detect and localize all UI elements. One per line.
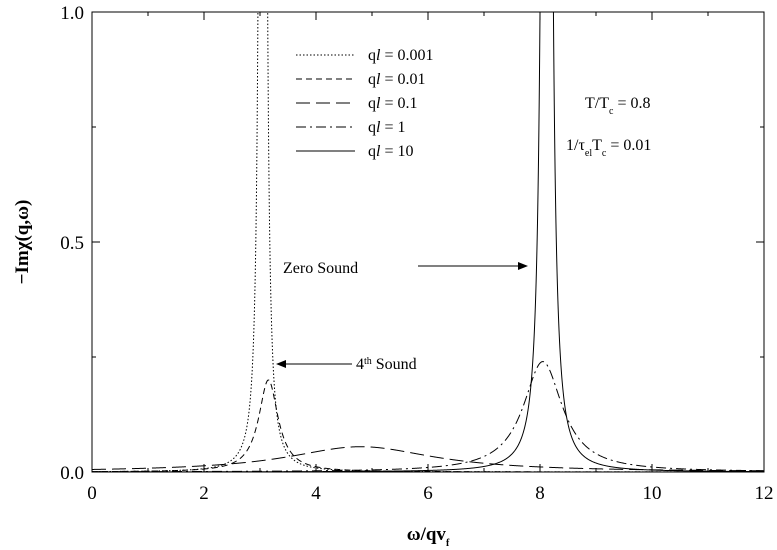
series-line-5 bbox=[92, 12, 764, 472]
x-axis-label: ω/qvf bbox=[407, 524, 450, 549]
zero-sound-label: Zero Sound bbox=[283, 260, 358, 277]
fourth-sound-arrowhead bbox=[276, 360, 286, 368]
tau-annotation: 1/τelTc = 0.01 bbox=[566, 137, 651, 159]
y-tick-label: 0.0 bbox=[60, 463, 84, 484]
x-tick-label: 6 bbox=[423, 483, 433, 504]
axis-ticks: 0 2 4 6 8 10 12 0.0 0.5 1.0 bbox=[60, 3, 773, 504]
series-line-1 bbox=[92, 12, 764, 472]
series-line-2 bbox=[92, 379, 764, 472]
x-tick-label: 2 bbox=[199, 483, 209, 504]
fourth-sound-label: 4th Sound bbox=[356, 356, 417, 374]
legend-label-3: ql = 0.1 bbox=[368, 95, 417, 112]
legend-label-5: ql = 10 bbox=[368, 143, 413, 160]
x-axis-label-sub: f bbox=[446, 538, 450, 549]
y-tick-label: 1.0 bbox=[60, 3, 84, 24]
legend-label-4: ql = 1 bbox=[368, 119, 405, 136]
legend-label-1: ql = 0.001 bbox=[368, 47, 433, 64]
y-axis-label: −Imχ(q,ω) bbox=[12, 200, 33, 285]
temperature-annotation: T/Tc = 0.8 bbox=[585, 95, 650, 117]
x-tick-label: 4 bbox=[311, 483, 321, 504]
x-tick-label: 12 bbox=[755, 483, 774, 504]
zero-sound-arrowhead bbox=[518, 262, 528, 270]
series-line-4 bbox=[92, 361, 764, 472]
x-tick-label: 0 bbox=[87, 483, 97, 504]
legend: ql = 0.001 ql = 0.01 ql = 0.1 ql = 1 ql = 10 bbox=[296, 47, 433, 160]
data-curves bbox=[92, 12, 764, 472]
legend-label-2: ql = 0.01 bbox=[368, 71, 425, 88]
y-tick-label: 0.5 bbox=[60, 233, 84, 254]
x-tick-label: 8 bbox=[535, 483, 545, 504]
plot-frame bbox=[91, 11, 765, 473]
x-tick-label: 10 bbox=[643, 483, 662, 504]
